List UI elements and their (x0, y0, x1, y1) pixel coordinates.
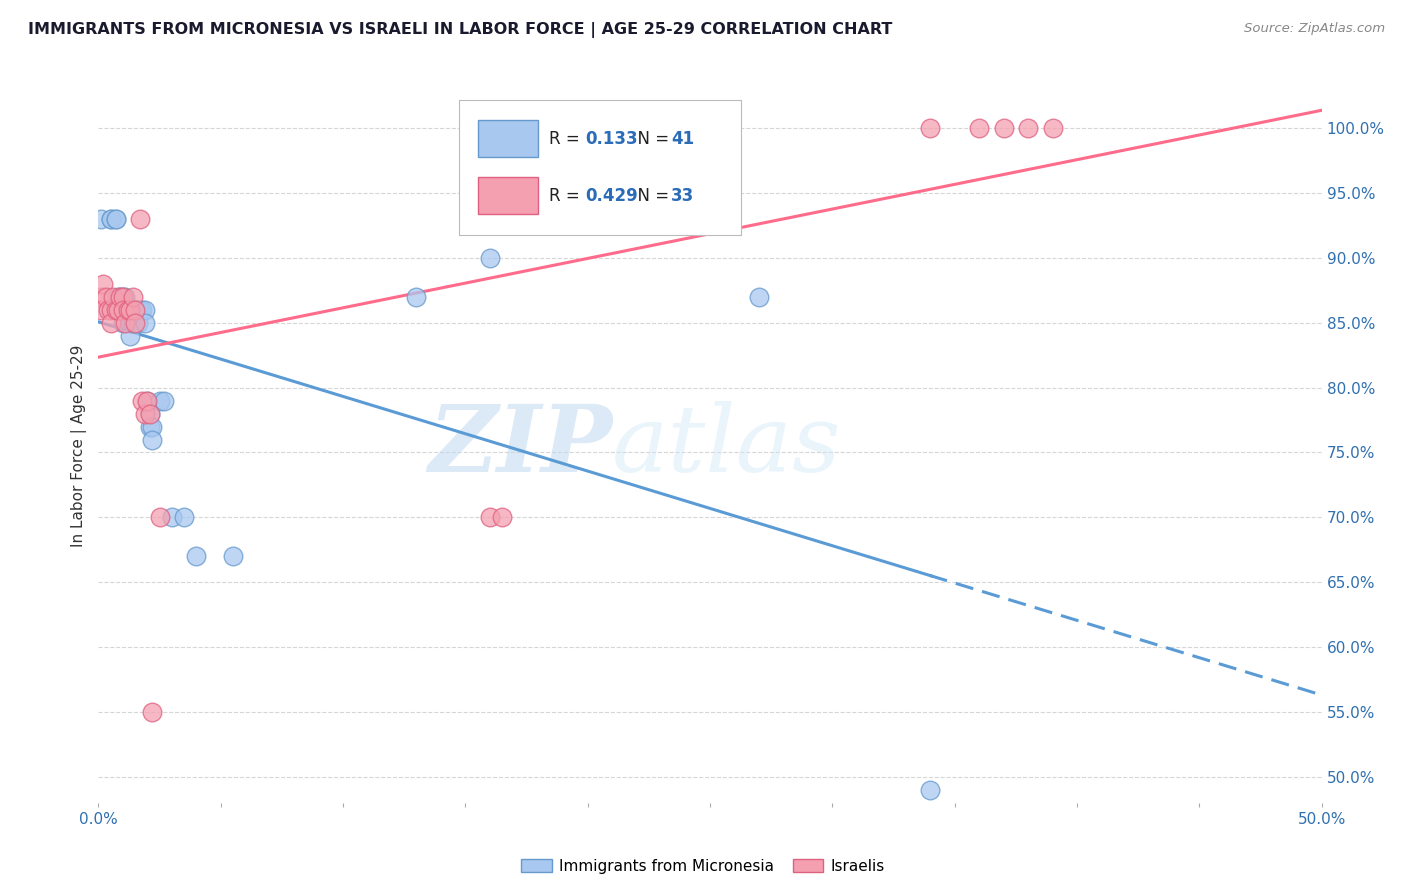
Point (110, 290, 132, 304)
Point (114, 316, 136, 330)
Text: 33: 33 (671, 187, 695, 205)
Point (405, 290, 427, 304)
Point (993, 121, 1015, 136)
Text: ZIP: ZIP (427, 401, 612, 491)
Point (100, 302, 122, 317)
Point (136, 393, 159, 408)
Point (120, 328, 142, 343)
Point (160, 510, 183, 524)
Point (117, 302, 139, 317)
Point (134, 302, 156, 317)
Point (100, 211, 122, 226)
Point (478, 510, 501, 524)
Point (91, 277, 114, 291)
Text: 0.429: 0.429 (585, 187, 638, 205)
Point (134, 316, 156, 330)
Point (127, 316, 149, 330)
Text: N =: N = (627, 130, 675, 148)
Legend: Immigrants from Micronesia, Israelis: Immigrants from Micronesia, Israelis (515, 853, 891, 880)
Point (101, 290, 124, 304)
Point (100, 211, 122, 226)
Point (107, 290, 129, 304)
Point (120, 302, 142, 317)
Point (134, 407, 156, 421)
Point (149, 393, 172, 408)
Text: Source: ZipAtlas.com: Source: ZipAtlas.com (1244, 22, 1385, 36)
FancyBboxPatch shape (460, 100, 741, 235)
Point (920, 782, 942, 797)
Point (491, 510, 513, 524)
Point (124, 302, 146, 317)
Point (94, 290, 117, 304)
FancyBboxPatch shape (478, 120, 537, 157)
Text: atlas: atlas (612, 401, 842, 491)
Point (478, 251, 501, 265)
Point (124, 316, 146, 330)
Point (97, 302, 120, 317)
Point (111, 290, 134, 304)
Point (748, 290, 770, 304)
Point (139, 419, 162, 434)
Y-axis label: In Labor Force | Age 25-29: In Labor Force | Age 25-29 (72, 345, 87, 547)
Point (124, 302, 146, 317)
Point (222, 549, 245, 564)
Point (920, 121, 942, 136)
Point (117, 302, 139, 317)
Point (149, 510, 172, 524)
Point (186, 549, 208, 564)
Point (90, 290, 112, 304)
Point (121, 316, 143, 330)
Point (967, 121, 990, 136)
Point (129, 211, 152, 226)
Point (127, 302, 149, 317)
Point (121, 290, 143, 304)
Text: 0.133: 0.133 (585, 130, 638, 148)
Point (121, 302, 143, 317)
Text: R =: R = (548, 187, 585, 205)
Point (90, 302, 112, 317)
Point (131, 302, 153, 317)
Point (124, 302, 146, 317)
Point (111, 290, 134, 304)
Point (104, 211, 127, 226)
Point (104, 211, 127, 226)
FancyBboxPatch shape (478, 177, 537, 214)
Point (120, 316, 142, 330)
Point (139, 407, 162, 421)
Point (1042, 121, 1064, 136)
Point (104, 302, 127, 317)
Point (90, 211, 112, 226)
Point (141, 433, 163, 447)
Point (107, 302, 129, 317)
Point (120, 302, 142, 317)
Point (1017, 121, 1039, 136)
Point (111, 302, 134, 317)
Point (111, 302, 134, 317)
Point (131, 393, 153, 408)
Point (141, 705, 163, 719)
Point (110, 290, 132, 304)
Point (111, 316, 134, 330)
Point (139, 407, 162, 421)
Text: 41: 41 (671, 130, 695, 148)
Point (114, 290, 136, 304)
Point (153, 393, 176, 408)
Point (141, 419, 163, 434)
Point (129, 302, 152, 317)
Text: N =: N = (627, 187, 675, 205)
Point (136, 393, 159, 408)
Text: R =: R = (548, 130, 585, 148)
Text: IMMIGRANTS FROM MICRONESIA VS ISRAELI IN LABOR FORCE | AGE 25-29 CORRELATION CHA: IMMIGRANTS FROM MICRONESIA VS ISRAELI IN… (28, 22, 893, 38)
Point (173, 510, 195, 524)
Point (124, 302, 146, 317)
Point (100, 316, 122, 330)
